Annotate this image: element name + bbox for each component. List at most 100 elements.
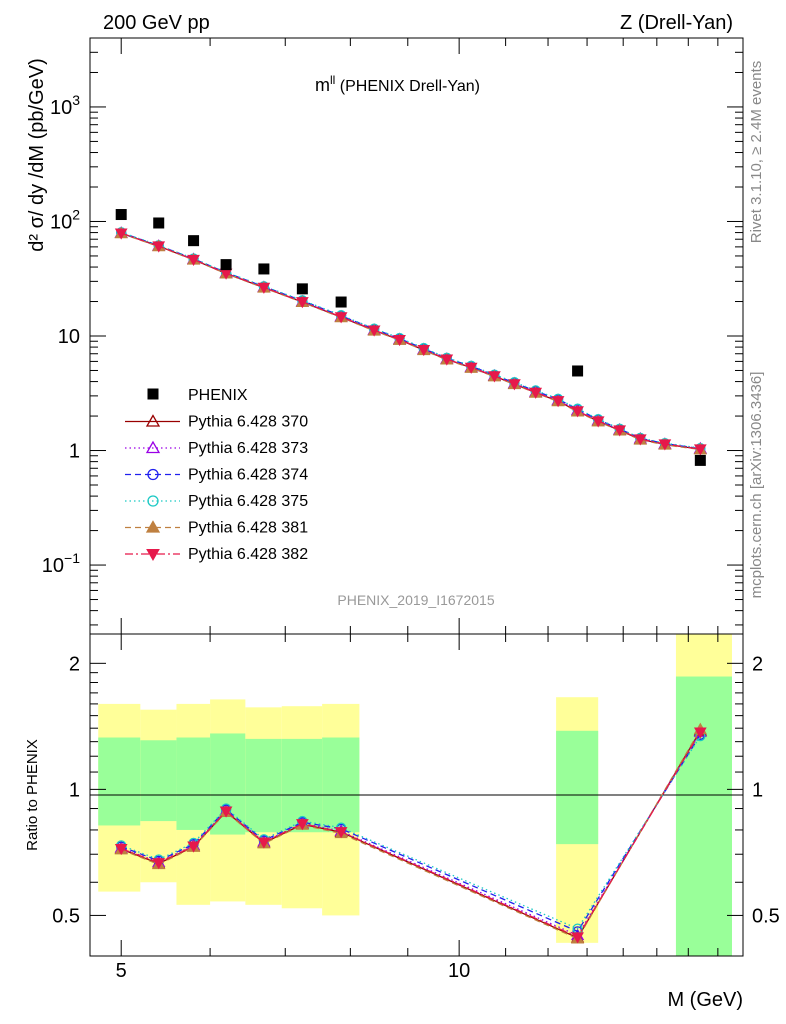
plot-title: mll (PHENIX Drell-Yan): [315, 73, 480, 95]
ratio-series-point: [219, 806, 233, 818]
main-series-point: [417, 345, 431, 357]
ratio-y-tick-label-right: 0.5: [752, 905, 780, 927]
legend-marker: [145, 440, 161, 454]
ratio-y-tick-label-right: 2: [752, 653, 763, 675]
rivet-version-text: Rivet 3.1.10, ≥ 2.4M events: [748, 61, 765, 244]
ratio-series-group: [114, 722, 707, 944]
legend-marker-phenix: [147, 388, 159, 400]
main-axes: 10−1 1 10 102 103: [42, 37, 743, 634]
legend-label: Pythia 6.428 370: [188, 414, 308, 431]
data-point-phenix: [153, 217, 165, 229]
ratio-series-point: [152, 858, 166, 870]
analysis-id: PHENIX_2019_I1672015: [337, 592, 494, 608]
ratio-y-axis-label: Ratio to PHENIX: [24, 739, 41, 851]
legend-marker: [147, 468, 159, 481]
data-point-phenix: [335, 296, 347, 308]
legend-label-phenix: PHENIX: [188, 387, 248, 404]
main-series-point: [393, 334, 406, 347]
data-point-phenix: [220, 259, 232, 271]
ratio-series-line: [120, 731, 701, 938]
main-series-point: [334, 312, 348, 324]
main-series-group: [114, 226, 707, 456]
ratio-plot-frame: [89, 633, 744, 957]
ratio-band-inner: [210, 733, 246, 835]
main-series-point: [367, 325, 381, 337]
ratio-band-inner: [675, 676, 732, 956]
ratio-y-tick-label: 2: [69, 653, 80, 675]
ratio-y-tick-label: 0.5: [52, 905, 80, 927]
main-series-line: [120, 232, 701, 450]
main-series-point: [114, 228, 128, 240]
header-left: 200 GeV pp: [103, 12, 210, 34]
ratio-axes: 5 10 0.5 0.5 1 1 2 2: [52, 634, 780, 982]
main-series-point: [571, 406, 584, 418]
plot-title-sup: ll: [330, 73, 335, 87]
ratio-series-line: [120, 729, 701, 940]
main-series-line: [120, 231, 701, 450]
header-right: Z (Drell-Yan): [620, 12, 733, 34]
data-point-phenix: [115, 209, 127, 221]
mcplots-reference-text: mcplots.cern.ch [arXiv:1306.3436]: [748, 372, 765, 599]
ratio-series-point: [571, 932, 584, 944]
main-series-point: [551, 396, 565, 408]
main-series-point: [613, 425, 627, 437]
legend-marker: [146, 549, 160, 562]
main-series-point: [488, 371, 501, 383]
main-series-point: [295, 297, 309, 309]
legend-label: Pythia 6.428 382: [188, 546, 308, 563]
legend-label: Pythia 6.428 375: [188, 493, 308, 510]
main-series-point: [529, 387, 543, 399]
plot-title-rest: (PHENIX Drell-Yan): [335, 78, 480, 95]
main-series-point: [693, 444, 707, 456]
main-series-point: [187, 254, 200, 266]
legend-label: Pythia 6.428 373: [188, 440, 308, 457]
ratio-series-point: [114, 843, 128, 856]
main-series-point: [591, 416, 605, 428]
ratio-series-point: [295, 819, 309, 831]
ratio-series-point: [257, 837, 271, 849]
ratio-series-line: [120, 735, 701, 930]
x-tick-label: 10: [448, 960, 470, 982]
main-series-point: [440, 354, 454, 366]
ratio-series-point: [187, 841, 200, 853]
plot-title-main: m: [315, 75, 330, 95]
ratio-series-point: [334, 827, 348, 839]
ratio-band-inner: [556, 730, 599, 845]
x-axis-label: M (GeV): [667, 989, 743, 1011]
ratio-series-point: [693, 727, 707, 739]
main-series-point: [464, 362, 478, 374]
main-y-tick-label: 10: [58, 326, 80, 348]
main-series-point: [257, 282, 271, 294]
ratio-band-inner: [140, 740, 177, 822]
main-y-tick-label: 102: [50, 206, 80, 233]
main-y-tick-label: 1: [69, 441, 80, 463]
main-y-axis-label: d² σ/ dy /dM (pb/GeV): [26, 58, 48, 252]
x-tick-label: 5: [116, 960, 127, 982]
legend-marker: [147, 495, 159, 507]
data-point-phenix: [258, 263, 270, 275]
data-point-phenix: [296, 283, 308, 295]
data-point-phenix: [572, 365, 584, 377]
main-series-point: [508, 379, 521, 391]
ratio-band-inner: [322, 737, 360, 833]
main-series-point: [152, 241, 166, 253]
legend-marker: [145, 520, 161, 533]
main-y-tick-label: 103: [50, 92, 80, 119]
main-data-points: [115, 209, 706, 466]
ratio-y-tick-label-right: 1: [752, 779, 763, 801]
legend-label: Pythia 6.428 374: [188, 467, 308, 484]
legend-label: Pythia 6.428 381: [188, 520, 308, 537]
data-point-phenix: [188, 235, 200, 247]
main-y-tick-label: 10−1: [42, 550, 80, 577]
main-series-point: [633, 434, 647, 446]
ratio-band-inner: [176, 737, 211, 830]
data-point-phenix: [694, 454, 706, 466]
ratio-band-inner: [245, 738, 282, 833]
ratio-y-tick-label: 1: [69, 779, 80, 801]
legend-marker: [145, 414, 161, 427]
ratio-band-inner: [98, 737, 141, 826]
main-series-point: [658, 439, 672, 451]
legend: PHENIX Pythia 6.428 370 Pythia 6.428 373 Py…: [125, 387, 308, 563]
main-plot-frame: [89, 37, 744, 635]
